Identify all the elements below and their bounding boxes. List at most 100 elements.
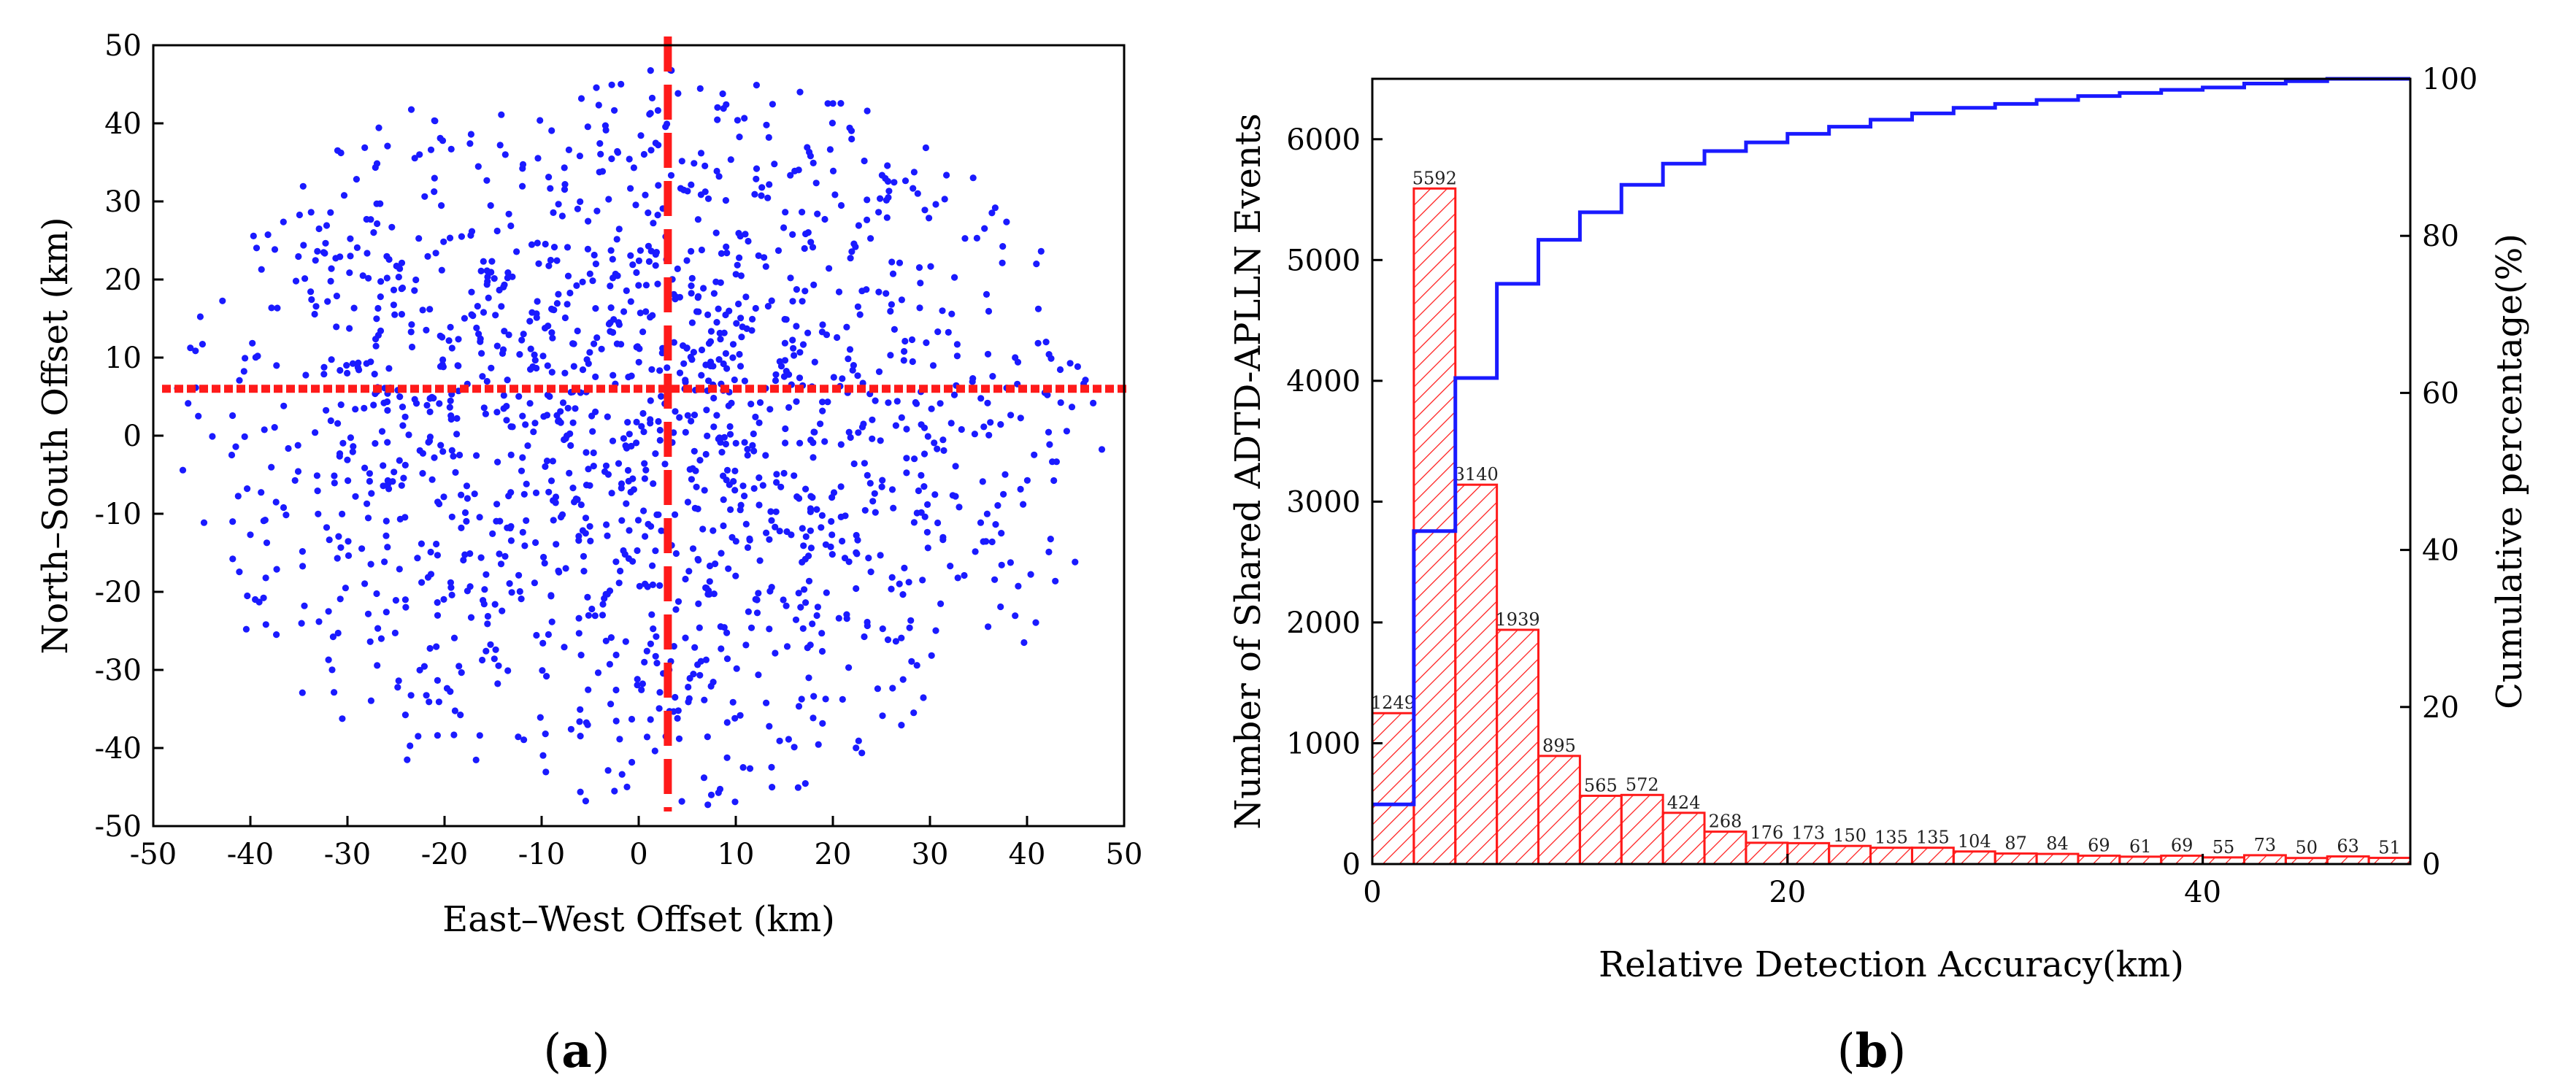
scatter-point: [350, 443, 357, 450]
scatter-point: [590, 449, 597, 457]
scatter-point: [308, 296, 315, 304]
scatter-point: [693, 308, 701, 315]
scatter-point: [491, 275, 498, 282]
scatter-point: [450, 634, 458, 641]
scatter-point: [888, 258, 896, 266]
scatter-point: [642, 533, 649, 540]
scatter-point: [918, 421, 925, 428]
scatter-point: [383, 398, 391, 406]
scatter-point: [618, 771, 626, 778]
scatter-point: [633, 344, 640, 351]
scatter-point: [1000, 490, 1007, 498]
scatter-point: [361, 464, 369, 471]
scatter-point: [691, 412, 699, 419]
scatter-point: [349, 448, 356, 455]
scatter-point: [899, 676, 907, 683]
scatter-point: [361, 404, 368, 412]
scatter-point: [787, 274, 794, 282]
scatter-point: [343, 362, 350, 369]
scatter-point: [823, 589, 830, 596]
scatter-point: [495, 662, 502, 669]
scatter-point: [723, 243, 730, 250]
y-tick-label: 30: [104, 185, 142, 219]
scatter-point: [741, 493, 748, 500]
scatter-point: [807, 493, 815, 500]
scatter-point: [741, 439, 748, 446]
scatter-point: [492, 646, 499, 653]
scatter-point: [889, 685, 896, 692]
scatter-point: [539, 667, 546, 674]
scatter-point: [396, 393, 404, 401]
scatter-point: [905, 579, 912, 586]
scatter-point: [299, 689, 306, 696]
scatter-point: [998, 561, 1005, 568]
scatter-point: [476, 514, 483, 521]
scatter-point: [698, 346, 706, 354]
scatter-point: [236, 377, 243, 384]
scatter-point: [1012, 612, 1019, 620]
scatter-point: [672, 550, 680, 558]
scatter-point: [339, 439, 347, 447]
scatter-point: [647, 109, 654, 117]
scatter-point: [496, 517, 504, 525]
scatter-point: [431, 174, 438, 182]
scatter-point: [548, 305, 555, 312]
scatter-point: [647, 640, 655, 647]
scatter-point: [577, 788, 584, 795]
scatter-point: [732, 572, 739, 579]
scatter-point: [592, 305, 599, 312]
scatter-point: [903, 455, 910, 462]
scatter-point: [439, 137, 447, 144]
scatter-point: [928, 652, 935, 659]
scatter-point: [973, 234, 980, 242]
scatter-point: [756, 419, 763, 427]
scatter-point: [762, 263, 769, 270]
scatter-point: [649, 562, 656, 569]
scatter-point: [412, 276, 420, 284]
scatter-point: [569, 485, 577, 492]
cumulative-step-line: [1372, 77, 2410, 806]
scatter-point: [932, 201, 939, 208]
scatter-point: [594, 669, 602, 676]
scatter-point: [518, 595, 525, 603]
scatter-point: [497, 560, 505, 568]
scatter-point: [776, 528, 783, 535]
histogram-bar: [1371, 712, 1415, 866]
scatter-point: [799, 625, 807, 632]
bar-value-label: 135: [1875, 828, 1908, 848]
scatter-point: [481, 586, 488, 593]
scatter-point: [576, 153, 584, 160]
scatter-point: [745, 237, 752, 245]
scatter-point: [773, 479, 780, 486]
scatter-point: [710, 363, 717, 370]
scatter-point: [516, 351, 523, 358]
scatter-point: [649, 581, 657, 589]
scatter-point: [450, 452, 457, 460]
histogram-bars: [1371, 187, 2412, 866]
scatter-point: [664, 364, 671, 371]
scatter-point: [793, 323, 800, 330]
x-tick-label: -30: [324, 838, 371, 871]
scatter-point: [592, 261, 600, 268]
scatter-point: [592, 373, 599, 380]
bar-value-label: 1939: [1496, 609, 1540, 630]
scatter-point: [484, 612, 492, 620]
scatter-point: [694, 505, 701, 513]
scatter-point: [704, 590, 712, 598]
scatter-point: [705, 340, 713, 347]
scatter-point: [837, 201, 845, 209]
scatter-point: [704, 432, 711, 440]
scatter-point: [489, 530, 496, 538]
scatter-point: [772, 523, 779, 531]
scatter-point: [710, 290, 718, 297]
scatter-point: [637, 247, 645, 254]
scatter-point: [712, 560, 719, 568]
scatter-point: [843, 615, 850, 622]
scatter-point: [372, 342, 380, 350]
histogram-y-axis-title: Number of Shared ADTD-APLLN Events: [1228, 113, 1269, 830]
x-tick-label: 0: [629, 838, 647, 871]
scatter-point: [764, 194, 772, 201]
scatter-point: [1031, 451, 1038, 458]
scatter-point: [436, 500, 443, 508]
y-tick-label: 0: [123, 420, 142, 453]
